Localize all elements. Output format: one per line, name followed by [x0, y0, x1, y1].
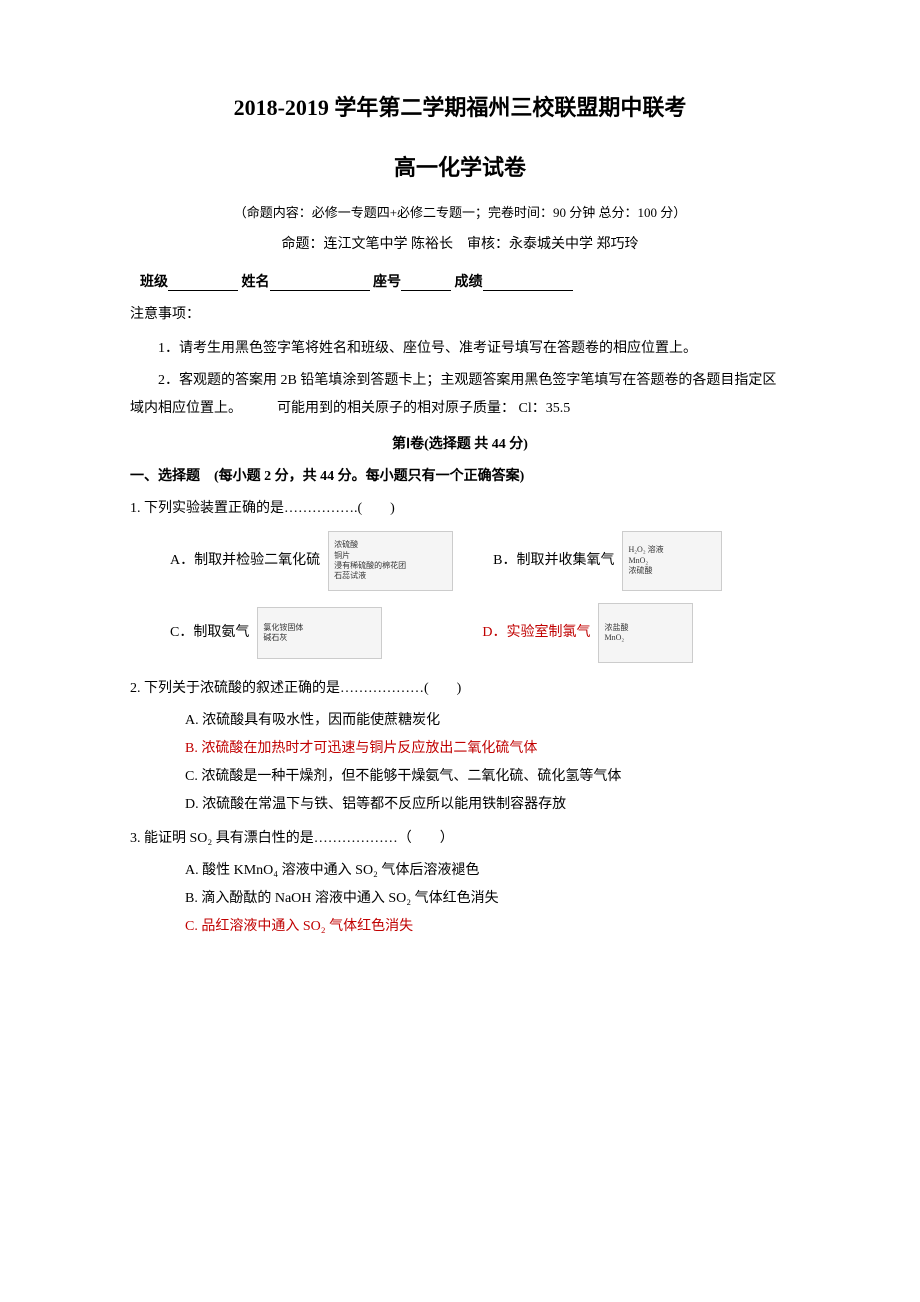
part1-title: 第Ⅰ卷(选择题 共 44 分) [130, 433, 790, 453]
q1-b-diagram: H₂O₂ 溶液 MnO₂ 浓硫酸 [622, 531, 722, 591]
q1-d-diagram: 浓盐酸 MnO₂ [598, 603, 693, 663]
student-form-line: 班级 姓名 座号 成绩 [130, 271, 790, 291]
q1-a-diagram: 浓硫酸 铜片 浸有稀硫酸的棉花团 石蕊试液 [328, 531, 453, 591]
q1-d-label: D．实验室制氯气 [482, 619, 590, 647]
seat-label: 座号 [373, 275, 401, 290]
exam-authors: 命题：连江文笔中学 陈裕长 审核：永泰城关中学 郑巧玲 [130, 233, 790, 253]
notice-1: 1．请考生用黑色签字笔将姓名和班级、座位号、准考证号填写在答题卷的相应位置上。 [130, 335, 790, 363]
q1-b-label: B．制取并收集氧气 [493, 547, 614, 575]
notice-label: 注意事项： [130, 303, 790, 323]
q1-option-c: C．制取氨气 氯化铵固体 碱石灰 [170, 607, 382, 659]
q1-option-d: D．实验室制氯气 浓盐酸 MnO₂ [482, 603, 693, 663]
notice-2: 2．客观题的答案用 2B 铅笔填涂到答题卡上；主观题答案用黑色签字笔填写在答题卷… [130, 367, 790, 423]
name-label: 姓名 [242, 275, 270, 290]
q1-c-diagram: 氯化铵固体 碱石灰 [257, 607, 382, 659]
q3-option-c: C. 品红溶液中通入 SO₂ 气体红色消失 [130, 913, 790, 941]
q3-stem: 3. 能证明 SO₂ 具有漂白性的是………………（ ） [130, 825, 790, 853]
q3-option-a: A. 酸性 KMnO₄ 溶液中通入 SO₂ 气体后溶液褪色 [130, 857, 790, 885]
q1-stem: 1. 下列实验装置正确的是…………….( ) [130, 495, 790, 523]
exam-title-sub: 高一化学试卷 [130, 150, 790, 182]
score-label: 成绩 [455, 275, 483, 290]
q1-a-label: A．制取并检验二氧化硫 [170, 547, 320, 575]
q1-option-b: B．制取并收集氧气 H₂O₂ 溶液 MnO₂ 浓硫酸 [493, 531, 722, 591]
q1-option-a: A．制取并检验二氧化硫 浓硫酸 铜片 浸有稀硫酸的棉花团 石蕊试液 [170, 531, 453, 591]
q1-c-label: C．制取氨气 [170, 619, 249, 647]
q2-option-a: A. 浓硫酸具有吸水性，因而能使蔗糖炭化 [130, 707, 790, 735]
exam-title-main: 2018-2019 学年第二学期福州三校联盟期中联考 [130, 90, 790, 122]
question-3: 3. 能证明 SO₂ 具有漂白性的是………………（ ） A. 酸性 KMnO₄ … [130, 825, 790, 941]
q3-option-b: B. 滴入酚酞的 NaOH 溶液中通入 SO₂ 气体红色消失 [130, 885, 790, 913]
question-1: 1. 下列实验装置正确的是…………….( ) A．制取并检验二氧化硫 浓硫酸 铜… [130, 495, 790, 663]
q2-option-d: D. 浓硫酸在常温下与铁、铝等都不反应所以能用铁制容器存放 [130, 791, 790, 819]
class-label: 班级 [140, 275, 168, 290]
question-2: 2. 下列关于浓硫酸的叙述正确的是………………( ) A. 浓硫酸具有吸水性，因… [130, 675, 790, 819]
exam-subtitle: （命题内容：必修一专题四+必修二专题一；完卷时间：90 分钟 总分：100 分） [130, 202, 790, 221]
q2-option-c: C. 浓硫酸是一种干燥剂，但不能够干燥氨气、二氧化硫、硫化氢等气体 [130, 763, 790, 791]
section1-header: 一、选择题 (每小题 2 分，共 44 分。每小题只有一个正确答案) [130, 465, 790, 485]
q2-option-b: B. 浓硫酸在加热时才可迅速与铜片反应放出二氧化硫气体 [130, 735, 790, 763]
q2-stem: 2. 下列关于浓硫酸的叙述正确的是………………( ) [130, 675, 790, 703]
